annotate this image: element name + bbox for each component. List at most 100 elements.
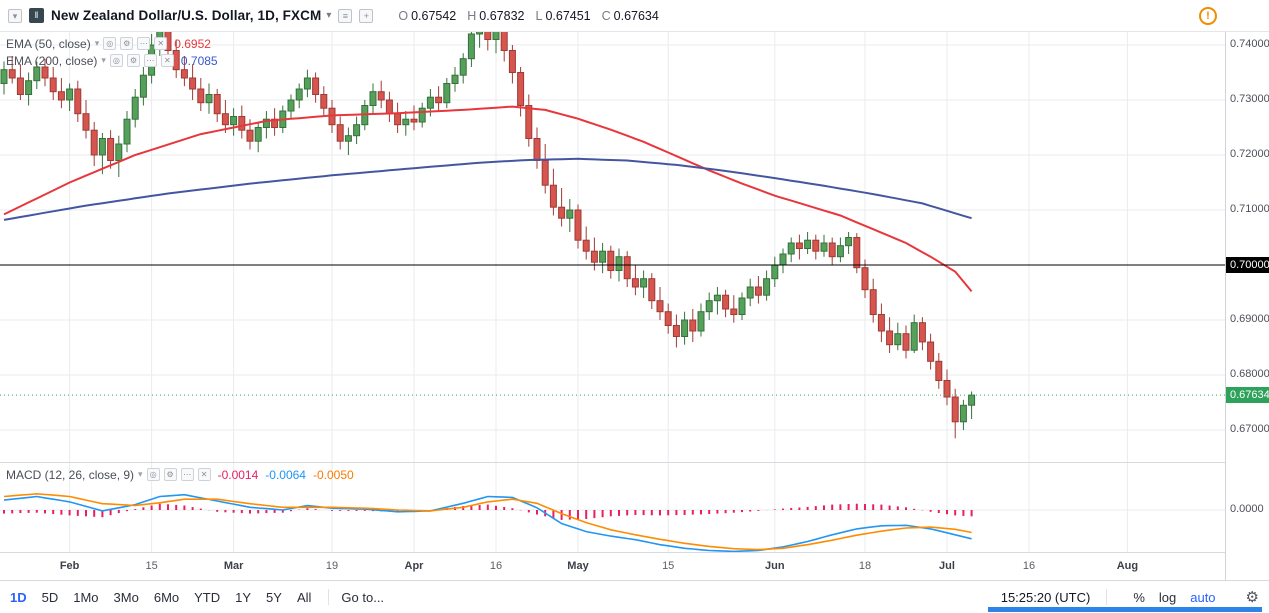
macd-signal-value: -0.0050 <box>312 467 354 482</box>
current-price-badge: 0.67634 <box>1226 387 1269 404</box>
percent-scale-button[interactable]: % <box>1133 589 1145 605</box>
symbol-selector[interactable]: New Zealand Dollar/U.S. Dollar, 1D, FXCM… <box>51 8 331 23</box>
macd-pane[interactable]: MACD (12, 26, close, 9) ▾ ◎ ⚙ ⋯ ✕ -0.001… <box>0 462 1225 553</box>
goto-button[interactable]: Go to... <box>341 589 385 605</box>
more-icon[interactable]: ⋯ <box>137 37 151 50</box>
footer-right-group: 15:25:20 (UTC) % log auto ⚙ <box>1001 588 1259 606</box>
ohlc-readout: O 0.67542 H 0.67832 L 0.67451 C 0.67634 <box>390 9 659 23</box>
more-icon[interactable]: ⋯ <box>143 54 157 67</box>
alert-warning-icon[interactable]: ! <box>1199 7 1217 25</box>
timeframe-5d-button[interactable]: 5D <box>41 589 59 605</box>
close-icon[interactable]: ✕ <box>197 468 211 481</box>
gear-icon[interactable]: ⚙ <box>1245 589 1259 606</box>
bottom-toolbar: 1D 5D 1Mo 3Mo 6Mo YTD 1Y 5Y All Go to...… <box>0 580 1269 613</box>
symbol-logo-icon: ‖ <box>29 8 44 23</box>
chevron-down-icon: ▾ <box>326 10 332 21</box>
macd-line-value: -0.0064 <box>265 467 306 482</box>
time-axis[interactable]: Feb 15 Mar 19 Apr 16 May 15 Jun 18 Jul 16 Aug <box>0 553 1225 580</box>
candlestick-series <box>0 32 976 439</box>
ema200-label: EMA (200, close) <box>6 53 98 68</box>
chevron-down-icon[interactable]: ▾ <box>101 55 106 65</box>
clock-display[interactable]: 15:25:20 (UTC) <box>1000 589 1091 605</box>
open-label: O <box>398 8 409 23</box>
ema50-value: 0.6952 <box>174 36 211 51</box>
timeframe-6mo-button[interactable]: 6Mo <box>153 589 180 605</box>
level-price-badge: 0.70000 <box>1226 257 1269 273</box>
toolbar-divider <box>328 589 330 605</box>
symbol-title: New Zealand Dollar/U.S. Dollar, 1D, FXCM <box>51 8 322 23</box>
close-label: C <box>601 8 611 23</box>
time-tick-label: 19 <box>325 560 339 572</box>
chart-header: ▾ ‖ New Zealand Dollar/U.S. Dollar, 1D, … <box>0 0 1269 32</box>
price-axis[interactable]: 0.74000 0.73000 0.72000 0.71000 0.70000 0.690… <box>1225 32 1269 580</box>
time-tick-label: Feb <box>59 560 80 572</box>
gear-icon[interactable]: ⚙ <box>120 37 134 50</box>
chart-panes: EMA (50, close) ▾ ◎ ⚙ ⋯ ✕ 0.6952 EMA (20… <box>0 32 1225 580</box>
ema200-line <box>3 157 972 221</box>
time-tick-label: Jul <box>939 560 955 572</box>
timeframe-1y-button[interactable]: 1Y <box>235 589 252 605</box>
low-value: 0.67451 <box>545 8 591 23</box>
macd-hist-value: -0.0014 <box>217 467 259 482</box>
legend-row-macd: MACD (12, 26, close, 9) ▾ ◎ ⚙ ⋯ ✕ -0.001… <box>6 466 354 483</box>
time-tick-label: 15 <box>662 560 675 572</box>
macd-grid <box>0 463 1225 552</box>
timeframe-3mo-button[interactable]: 3Mo <box>113 589 139 605</box>
high-label: H <box>467 8 477 23</box>
price-tick-label: 0.69000 <box>1230 313 1269 325</box>
macd-legend: MACD (12, 26, close, 9) ▾ ◎ ⚙ ⋯ ✕ -0.001… <box>6 466 354 483</box>
price-grid <box>0 32 1225 462</box>
time-tick-label: Aug <box>1116 560 1139 572</box>
timeframe-all-button[interactable]: All <box>296 589 312 605</box>
collapse-panel-icon[interactable]: ▾ <box>8 8 22 23</box>
timeframe-1mo-button[interactable]: 1Mo <box>73 589 99 605</box>
macd-label: MACD (12, 26, close, 9) <box>6 467 135 482</box>
eye-icon[interactable]: ◎ <box>103 37 117 50</box>
auto-scale-button[interactable]: auto <box>1190 589 1216 605</box>
price-pane[interactable]: EMA (50, close) ▾ ◎ ⚙ ⋯ ✕ 0.6952 EMA (20… <box>0 32 1225 462</box>
ema50-label: EMA (50, close) <box>6 36 91 51</box>
high-value: 0.67832 <box>479 8 525 23</box>
indicator-legend: EMA (50, close) ▾ ◎ ⚙ ⋯ ✕ 0.6952 EMA (20… <box>6 35 218 69</box>
time-tick-label: 16 <box>489 560 503 572</box>
close-icon[interactable]: ✕ <box>154 37 168 50</box>
time-tick-label: May <box>567 560 589 572</box>
log-scale-button[interactable]: log <box>1158 589 1177 605</box>
ema50-line <box>3 105 973 293</box>
price-tick-label: 0.71000 <box>1230 203 1269 215</box>
chart-region: EMA (50, close) ▾ ◎ ⚙ ⋯ ✕ 0.6952 EMA (20… <box>0 32 1269 580</box>
macd-chart-canvas[interactable] <box>0 463 1225 552</box>
timeframe-1d-button[interactable]: 1D <box>10 589 27 605</box>
menu-icon[interactable]: ≡ <box>338 8 353 23</box>
macd-zero-label: 0.0000 <box>1230 503 1264 515</box>
time-tick-label: Jun <box>765 560 785 572</box>
close-icon[interactable]: ✕ <box>160 54 174 67</box>
price-tick-label: 0.74000 <box>1230 38 1269 50</box>
plus-icon[interactable]: + <box>359 8 374 23</box>
time-tick-label: 15 <box>145 560 158 572</box>
low-label: L <box>535 8 543 23</box>
timeframe-5y-button[interactable]: 5Y <box>266 589 282 605</box>
legend-row-ema50: EMA (50, close) ▾ ◎ ⚙ ⋯ ✕ 0.6952 <box>6 35 218 52</box>
macd-histogram <box>3 503 973 520</box>
toolbar-divider <box>1106 589 1108 605</box>
gear-icon[interactable]: ⚙ <box>163 468 177 481</box>
eye-icon[interactable]: ◎ <box>109 54 123 67</box>
chevron-down-icon[interactable]: ▾ <box>94 38 100 48</box>
timeframe-ytd-button[interactable]: YTD <box>194 589 221 605</box>
price-chart-canvas[interactable] <box>0 32 1225 462</box>
time-tick-label: 16 <box>1022 560 1036 572</box>
price-tick-label: 0.72000 <box>1230 148 1269 160</box>
eye-icon[interactable]: ◎ <box>146 468 160 481</box>
scrollbar-thumb[interactable] <box>988 607 1262 612</box>
price-tick-label: 0.68000 <box>1230 368 1269 380</box>
more-icon[interactable]: ⋯ <box>180 468 194 481</box>
time-tick-label: Apr <box>404 560 424 572</box>
gear-icon[interactable]: ⚙ <box>126 54 140 67</box>
chevron-down-icon[interactable]: ▾ <box>138 469 143 479</box>
legend-row-ema200: EMA (200, close) ▾ ◎ ⚙ ⋯ ✕ 0.7085 <box>6 52 218 69</box>
close-value: 0.67634 <box>613 8 659 23</box>
ema200-value: 0.7085 <box>180 53 218 68</box>
price-tick-label: 0.67000 <box>1230 423 1269 435</box>
